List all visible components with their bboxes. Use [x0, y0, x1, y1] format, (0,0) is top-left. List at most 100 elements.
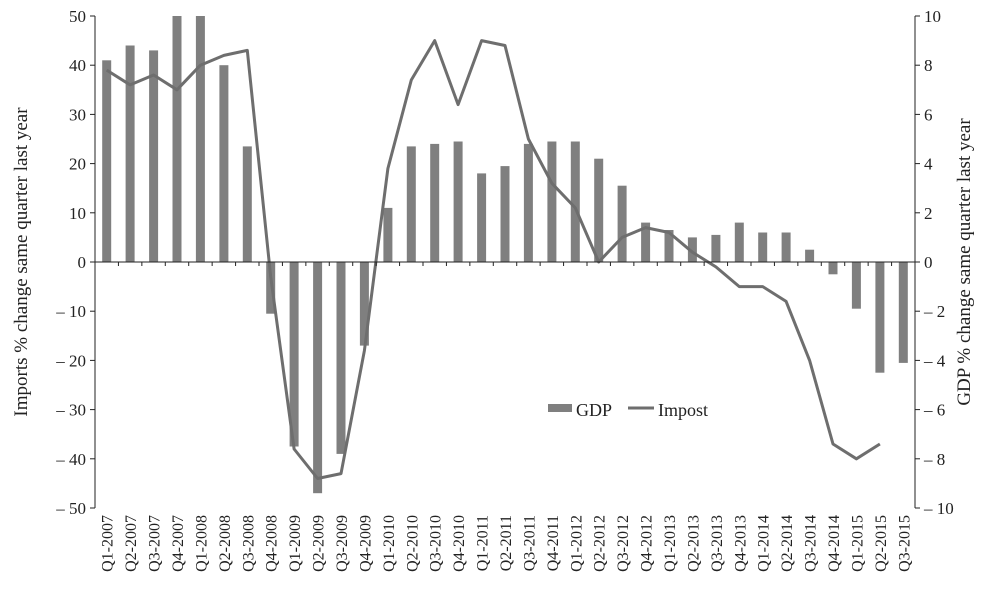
x-tick-label: Q3-2010 [428, 515, 445, 572]
impost-line [105, 39, 881, 480]
x-tick-label: Q4-2014 [826, 515, 843, 572]
x-tick-label: Q1-2010 [381, 515, 398, 572]
gdp-bar [242, 146, 252, 262]
gdp-bar [523, 143, 533, 262]
x-tick-label: Q4-2012 [639, 515, 656, 572]
left-tick-label: 40 [69, 56, 86, 75]
x-tick-label: Q2-2014 [779, 515, 796, 572]
gdp-bar [149, 50, 159, 263]
x-tick-label: Q1-2011 [475, 515, 492, 571]
x-tick-label: Q4-2011 [545, 515, 562, 571]
x-tick-label: Q2-2015 [873, 515, 890, 572]
x-tick-label: Q2-2009 [311, 515, 328, 572]
gdp-bars [102, 16, 908, 494]
x-tick-label: Q3-2012 [615, 515, 632, 572]
right-tick-label: 2 [924, 204, 933, 223]
x-tick-label: Q4-2008 [264, 515, 281, 572]
legend: GDP Impost [548, 400, 708, 420]
right-tick-label: – 10 [923, 499, 954, 518]
right-tick-label: 0 [924, 253, 933, 272]
right-tick-label: – 6 [923, 401, 945, 420]
gdp-bar [102, 60, 112, 262]
x-tick-label: Q1-2013 [662, 515, 679, 572]
x-tick-label: Q3-2008 [240, 515, 257, 572]
x-tick-label: Q2-2008 [217, 515, 234, 572]
x-tick-label: Q3-2014 [803, 515, 820, 572]
gdp-bar [547, 141, 557, 262]
gdp-bar [664, 230, 674, 262]
x-tick-label: Q4-2009 [357, 515, 374, 572]
gdp-bar [430, 143, 440, 262]
right-tick-label: 10 [924, 7, 941, 26]
gdp-bar [828, 262, 838, 275]
x-tick-label: Q3-2013 [709, 515, 726, 572]
gdp-bar [898, 262, 908, 363]
left-tick-label: 10 [69, 204, 86, 223]
gdp-bar [734, 222, 744, 262]
left-tick-label: – 40 [55, 450, 86, 469]
x-tick-label: Q4-2013 [732, 515, 749, 572]
gdp-bar [641, 222, 651, 262]
gdp-bar [805, 249, 815, 262]
gdp-bar [336, 262, 346, 454]
x-tick-label: Q3-2007 [147, 515, 164, 572]
gdp-bar [172, 16, 182, 262]
gdp-bar [594, 158, 604, 262]
legend-gdp-label: GDP [576, 400, 612, 420]
right-tick-label: – 2 [923, 302, 945, 321]
left-axis-ticks: 50 40 30 20 10 0 – 10 – 20 – 30 – 40 – 50 [55, 7, 95, 518]
right-tick-label: – 8 [923, 450, 945, 469]
x-tick-label: Q1-2009 [287, 515, 304, 572]
x-tick-label: Q1-2008 [193, 515, 210, 572]
gdp-bar [383, 207, 393, 262]
gdp-bar [851, 262, 861, 309]
x-tick-label: Q2-2012 [592, 515, 609, 572]
left-tick-label: 20 [69, 155, 86, 174]
x-tick-label: Q3-2015 [896, 515, 913, 572]
gdp-bar [289, 262, 299, 447]
x-tick-label: Q4-2010 [451, 515, 468, 572]
gdp-bar [687, 237, 697, 262]
gdp-bar [500, 166, 510, 262]
x-tick-label: Q2-2007 [123, 515, 140, 572]
gdp-bar [758, 232, 768, 262]
right-tick-label: 6 [924, 105, 933, 124]
axes [94, 16, 916, 508]
legend-gdp-swatch [548, 404, 572, 412]
x-tick-label: Q1-2007 [100, 515, 117, 572]
x-axis-ticks: Q1-2007 Q2-2007 Q3-2007 Q4-2007 Q1-2008 Q2-20… [94, 262, 913, 572]
right-tick-label: 4 [924, 155, 933, 174]
left-tick-label: – 20 [55, 351, 86, 370]
x-tick-label: Q2-2013 [685, 515, 702, 572]
right-tick-label: – 4 [923, 351, 946, 370]
gdp-bar [125, 45, 135, 262]
gdp-bar [195, 16, 205, 262]
right-axis-ticks: 10 8 6 4 2 0 – 2 – 4 – 6 – 8 – 10 [915, 7, 954, 518]
left-tick-label: – 10 [55, 302, 86, 321]
gdp-bar [219, 65, 229, 262]
left-tick-label: 30 [69, 105, 86, 124]
x-tick-label: Q2-2010 [404, 515, 421, 572]
legend-impost-label: Impost [658, 400, 708, 420]
gdp-bar [477, 173, 487, 262]
gdp-bar [781, 232, 791, 262]
gdp-bar [875, 262, 885, 373]
gdp-bar [313, 262, 323, 494]
left-tick-label: 0 [78, 253, 87, 272]
left-tick-label: – 50 [55, 499, 86, 518]
x-tick-label: Q4-2007 [170, 515, 187, 572]
gdp-bar [359, 262, 369, 346]
right-tick-label: 8 [924, 56, 933, 75]
x-tick-label: Q3-2009 [334, 515, 351, 572]
left-tick-label: 50 [69, 7, 86, 26]
x-tick-label: Q2-2011 [498, 515, 515, 571]
x-tick-label: Q3-2011 [521, 515, 538, 571]
x-tick-label: Q1-2012 [568, 515, 585, 572]
gdp-bar [570, 141, 580, 262]
gdp-bar [711, 234, 721, 262]
gdp-bar [617, 185, 627, 262]
right-axis-title: GDP % change same quarter last year [954, 118, 975, 406]
gdp-bar [453, 141, 463, 262]
left-tick-label: – 30 [55, 401, 86, 420]
